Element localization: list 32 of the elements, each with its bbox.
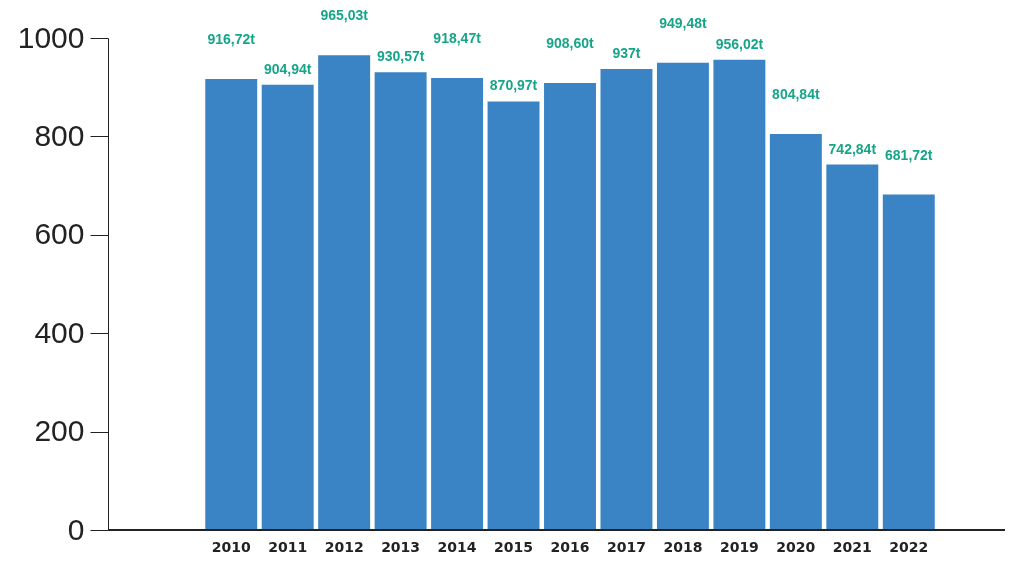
x-tick-label: 2016 (550, 538, 590, 555)
x-tick-label: 2018 (663, 538, 703, 555)
data-label: 804,84t (772, 86, 820, 103)
x-tick-label: 2020 (776, 538, 816, 555)
data-label: 908,60t (546, 34, 595, 51)
x-tick-label: 2012 (324, 538, 364, 555)
x-tick-label: 2013 (381, 538, 421, 555)
data-label: 956,02t (715, 35, 764, 52)
x-tick-label: 2022 (889, 538, 929, 555)
y-tick-label: 1000 (17, 20, 85, 54)
x-tick-label: 2017 (606, 538, 646, 555)
data-label: 904,94t (263, 60, 312, 77)
data-label: 742,84t (828, 140, 877, 157)
data-label: 965,03t (320, 7, 369, 24)
y-tick-label: 0 (67, 512, 85, 546)
y-tick-label: 400 (34, 315, 85, 349)
data-label: 937t (612, 45, 641, 61)
y-tick-label: 800 (34, 118, 85, 152)
data-label: 930,57t (376, 48, 425, 65)
x-tick-label: 2019 (719, 538, 759, 555)
x-tick-label: 2014 (437, 538, 477, 555)
x-tick-label: 2010 (211, 538, 251, 555)
y-tick-label: 200 (34, 414, 85, 448)
data-label: 916,72t (207, 30, 256, 47)
x-tick-label: 2021 (832, 538, 872, 555)
x-tick-label: 2015 (494, 538, 534, 555)
data-label: 918,47t (433, 30, 482, 47)
y-tick-label: 600 (34, 217, 85, 251)
data-label: 870,97t (489, 77, 538, 94)
data-label: 681,72t (885, 146, 933, 163)
data-label: 949,48t (659, 14, 707, 31)
x-tick-label: 2011 (268, 538, 308, 555)
